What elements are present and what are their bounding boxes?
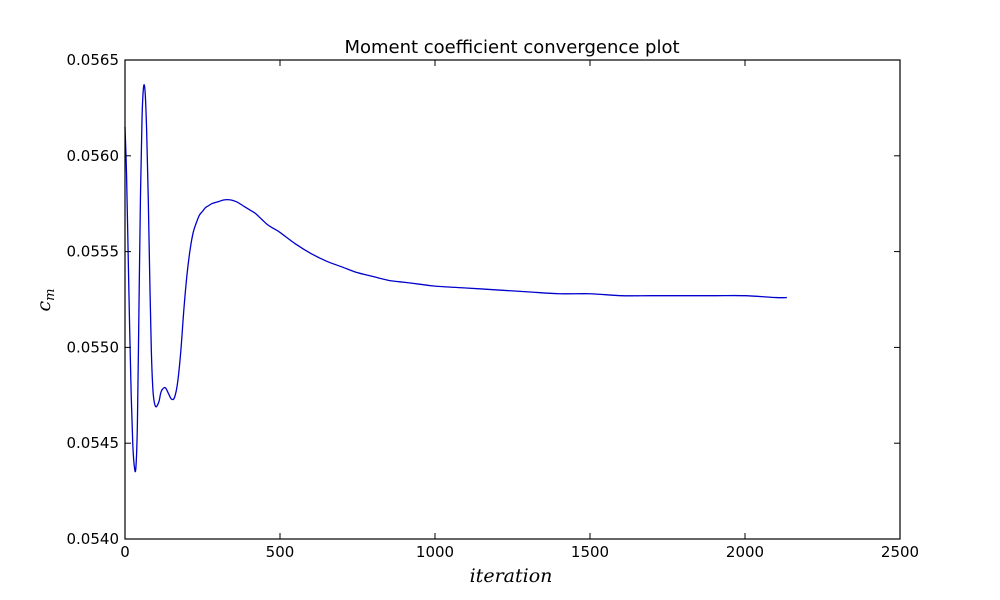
y-tick-label: 0.0555 bbox=[67, 243, 120, 261]
x-tick-label: 2000 bbox=[726, 543, 764, 561]
x-tick-label: 1500 bbox=[571, 543, 609, 561]
chart-title: Moment coefficient convergence plot bbox=[344, 37, 679, 58]
x-axis-label: iteration bbox=[470, 565, 553, 587]
y-axis-label-main: c bbox=[33, 300, 55, 311]
x-tick-label: 1000 bbox=[416, 543, 454, 561]
y-axis-label-subscript: m bbox=[43, 289, 58, 301]
plot-frame bbox=[124, 59, 901, 540]
series-line bbox=[124, 84, 787, 473]
y-tick-label: 0.0545 bbox=[67, 434, 120, 452]
y-tick-label: 0.0565 bbox=[67, 51, 120, 69]
plot-content bbox=[124, 84, 787, 473]
x-tick-label: 500 bbox=[266, 543, 295, 561]
x-tick-label: 0 bbox=[120, 543, 130, 561]
y-axis-label: cm bbox=[33, 289, 58, 312]
x-tick-label: 2500 bbox=[881, 543, 919, 561]
y-axis-label-group: cm bbox=[33, 289, 58, 312]
y-tick-label: 0.0540 bbox=[67, 530, 120, 548]
y-tick-label: 0.0560 bbox=[67, 147, 120, 165]
y-tick-label: 0.0550 bbox=[67, 338, 120, 356]
